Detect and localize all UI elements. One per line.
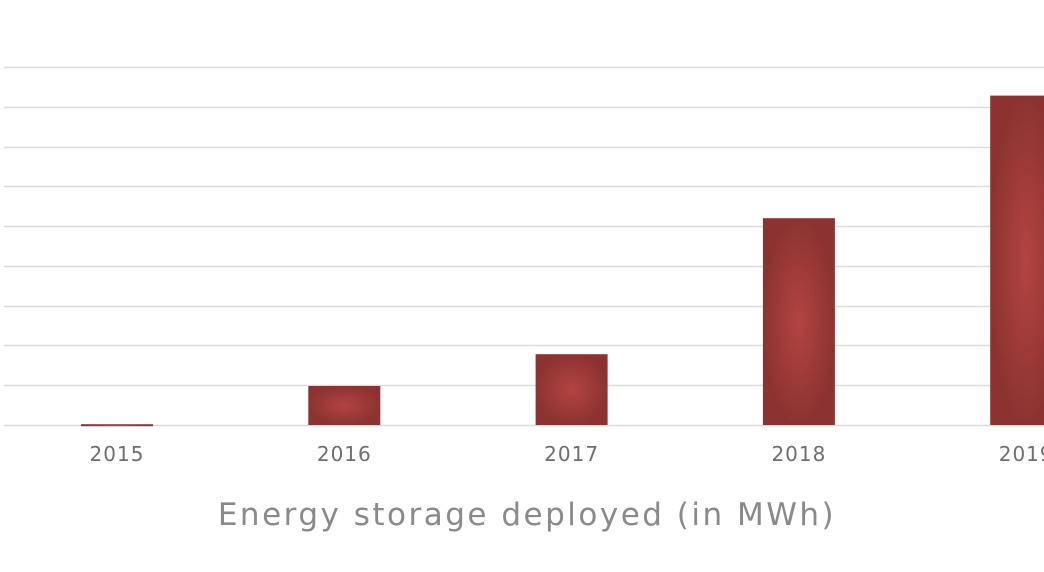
bar-2019 (990, 95, 1044, 425)
gridlines (4, 66, 1044, 427)
bar-2015 (81, 424, 153, 427)
x-tick-label-2018: 2018 (771, 442, 826, 466)
x-axis-tick-labels: 2015 2016 2017 2018 2019 (90, 442, 1044, 466)
bar-2017 (535, 354, 608, 425)
x-tick-label-2016: 2016 (317, 442, 372, 466)
x-tick-label-2019: 2019 (999, 442, 1044, 466)
bar-2018 (762, 218, 835, 425)
chart-title: Energy storage deployed (in MWh) (218, 497, 836, 533)
x-tick-label-2015: 2015 (90, 442, 145, 466)
bars (81, 95, 1044, 427)
x-tick-label-2017: 2017 (544, 442, 599, 466)
bar-2016 (308, 386, 381, 425)
